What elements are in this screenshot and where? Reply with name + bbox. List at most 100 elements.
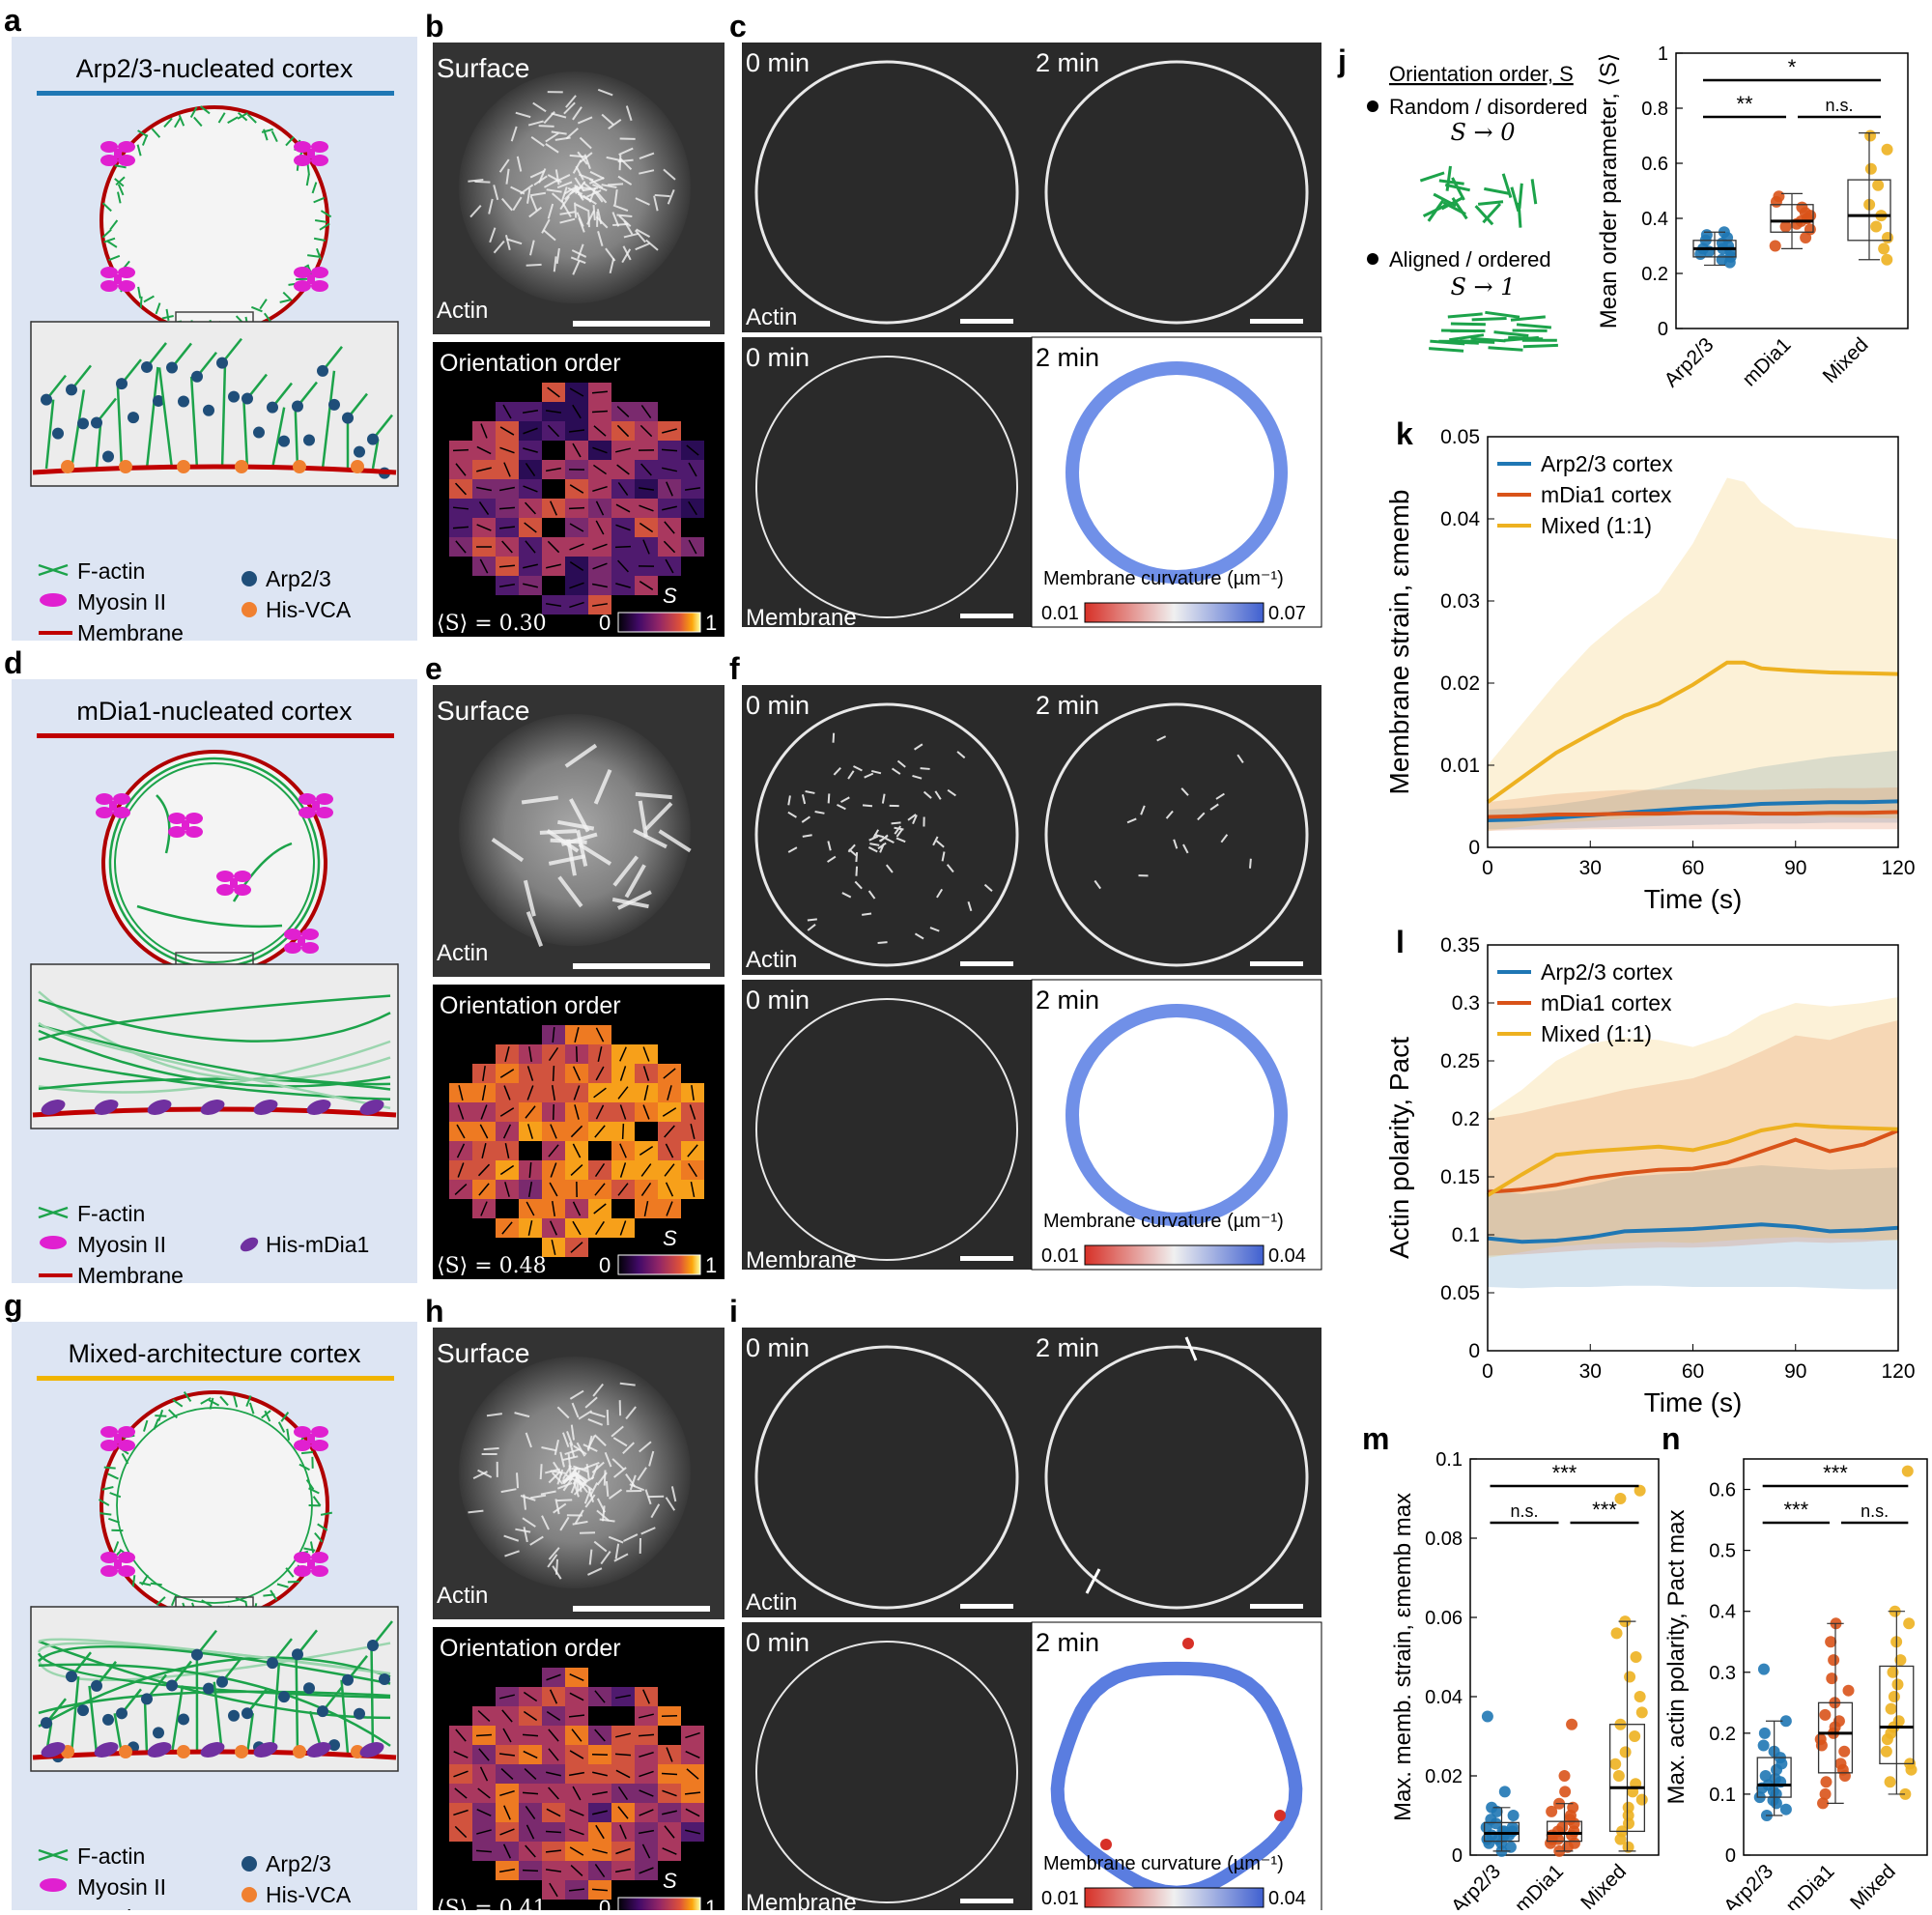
scale-bar xyxy=(1250,319,1303,324)
data-point xyxy=(1889,1691,1900,1702)
cell-membrane xyxy=(101,1392,327,1618)
actin-filament xyxy=(474,182,490,183)
colorbar-symbol: S xyxy=(663,1869,677,1893)
scale-bar xyxy=(573,1606,710,1612)
actin-filament xyxy=(263,1594,274,1595)
y-tick-label: 0.04 xyxy=(1440,508,1480,530)
arp23-icon xyxy=(166,1679,178,1691)
schematic-title: Arp2/3-nucleated cortex xyxy=(76,54,354,83)
panel-letter: k xyxy=(1396,416,1413,451)
time-label: 2 min xyxy=(1036,691,1099,720)
actin-filament xyxy=(1429,349,1463,352)
cell-image xyxy=(1032,685,1321,975)
arp23-icon xyxy=(153,1727,164,1738)
y-tick-label: 0.6 xyxy=(1709,1480,1736,1501)
colorbar-max: 1 xyxy=(705,1253,717,1277)
panel-letter: j xyxy=(1337,43,1347,78)
his-vca-icon xyxy=(242,602,257,617)
y-tick-label: 0.8 xyxy=(1641,99,1668,120)
scale-bar xyxy=(1250,961,1303,966)
data-point xyxy=(1843,1685,1855,1697)
his-vca-icon xyxy=(119,460,132,473)
y-tick-label: 0.04 xyxy=(1425,1687,1463,1708)
his-vca-icon xyxy=(61,460,74,473)
myosin-icon xyxy=(40,593,67,607)
random-limit: S → 0 xyxy=(1450,119,1515,146)
orientation-tick xyxy=(453,450,469,451)
significance-label: *** xyxy=(1823,1461,1848,1485)
myosin-icon xyxy=(40,1878,67,1892)
x-tick-label: Arp2/3 xyxy=(1719,1860,1777,1910)
y-tick-label: 0.06 xyxy=(1425,1608,1463,1629)
actin-filament xyxy=(1489,348,1523,350)
y-tick-label: 0.1 xyxy=(1452,1224,1480,1246)
cell-image xyxy=(742,685,1032,975)
title-underline xyxy=(37,733,394,738)
time-label: 2 min xyxy=(1036,343,1099,372)
legend-label: Myosin II xyxy=(77,1232,166,1257)
y-tick-label: 0 xyxy=(1468,1340,1480,1362)
actin-filament xyxy=(808,919,817,920)
arp23-icon xyxy=(278,436,290,447)
his-vca-icon xyxy=(235,460,248,473)
y-tick-label: 0.05 xyxy=(1440,1282,1480,1304)
actin-filament xyxy=(556,1559,557,1575)
actin-filament xyxy=(608,1410,609,1425)
x-tick-label: 60 xyxy=(1682,857,1704,879)
y-tick-label: 0 xyxy=(1658,319,1668,340)
data-point xyxy=(1872,180,1884,191)
panel-letter: g xyxy=(4,1288,23,1323)
data-point xyxy=(1760,1770,1772,1782)
actin-filament xyxy=(539,126,554,127)
data-point xyxy=(1825,1636,1836,1647)
arp23-icon xyxy=(278,1691,290,1702)
legend-label: Membrane xyxy=(77,1263,184,1288)
actin-filament xyxy=(1532,179,1536,204)
actin-filament xyxy=(1444,342,1479,344)
legend-label: Arp2/3 xyxy=(266,1851,331,1876)
arp23-icon xyxy=(303,1682,315,1694)
panel-letter: f xyxy=(729,651,740,686)
significance-label: *** xyxy=(1592,1498,1617,1522)
legend-label: Membrane xyxy=(77,620,184,645)
arp23-icon xyxy=(178,395,189,407)
channel-label: Actin xyxy=(437,298,488,324)
plot-frame xyxy=(1676,53,1908,329)
data-point xyxy=(1881,254,1892,266)
colorbar-min: 0 xyxy=(599,1253,611,1277)
scale-bar xyxy=(573,963,710,969)
legend-label: F-actin xyxy=(77,1844,145,1869)
title-underline xyxy=(37,1376,394,1381)
data-point xyxy=(1828,1654,1839,1666)
legend-label: mDia1 cortex xyxy=(1541,482,1672,507)
orientation-tick xyxy=(476,1735,492,1736)
data-point xyxy=(1881,1746,1892,1758)
actin-filament xyxy=(1439,181,1464,184)
arp23-icon xyxy=(91,1680,102,1692)
panel-letter: m xyxy=(1362,1421,1389,1456)
data-point xyxy=(1864,130,1876,142)
arp23-icon xyxy=(367,434,379,445)
curvature-colorbar xyxy=(1085,603,1264,622)
y-tick-label: 0.02 xyxy=(1440,672,1480,695)
actin-filament xyxy=(834,733,835,743)
arp23-icon xyxy=(66,1671,77,1682)
arp23-icon xyxy=(166,361,178,373)
significance-label: *** xyxy=(1552,1461,1577,1485)
data-point xyxy=(1759,1728,1771,1739)
data-point xyxy=(1566,1719,1577,1730)
data-point xyxy=(1613,1770,1625,1782)
data-point xyxy=(1629,1730,1640,1742)
curvature-hotspot xyxy=(1100,1839,1112,1850)
y-tick-label: 0.1 xyxy=(1435,1449,1463,1471)
actin-filament xyxy=(856,852,857,862)
legend-label: mDia1 cortex xyxy=(1541,990,1672,1015)
y-axis-label: Membrane strain, εmemb xyxy=(1384,490,1414,795)
legend-label: F-actin xyxy=(77,558,145,584)
arp23-icon xyxy=(191,1649,203,1661)
